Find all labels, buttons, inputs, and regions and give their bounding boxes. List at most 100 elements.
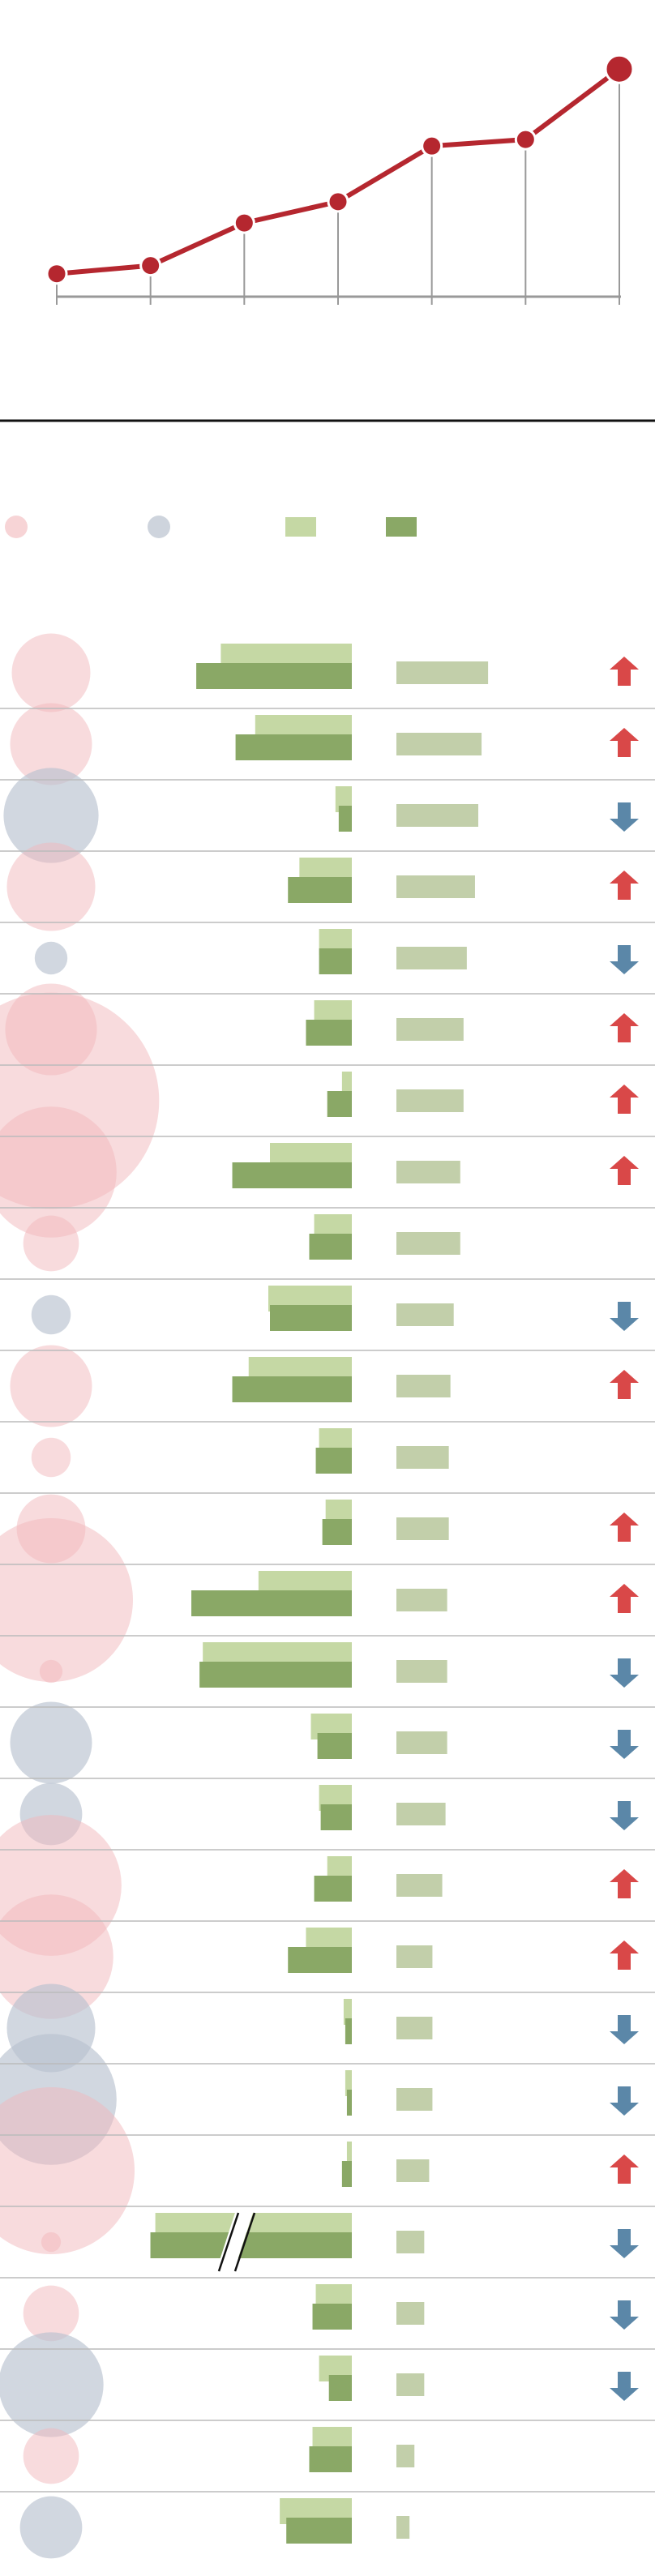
arrow-up: [610, 1370, 639, 1399]
point: [421, 135, 443, 157]
axis-break: [217, 2212, 240, 2272]
arrow-down: [610, 2300, 639, 2330]
bar-right: [396, 1303, 454, 1326]
bar-dark: [306, 1020, 352, 1046]
arrow-up: [610, 871, 639, 900]
arrow-up: [610, 728, 639, 757]
axis-break: [233, 2212, 256, 2272]
bar-right: [396, 1232, 460, 1255]
bar-light: [343, 1999, 352, 2025]
bar-light: [345, 2070, 352, 2096]
bubble: [39, 1659, 63, 1684]
bar-right: [396, 2088, 433, 2111]
bubble: [23, 2285, 79, 2342]
bar-dark: [319, 948, 352, 974]
bubble: [41, 2232, 62, 2253]
bubble: [0, 2332, 104, 2437]
bubble: [10, 1345, 92, 1427]
bubble: [31, 1294, 71, 1335]
bar-right: [396, 1446, 449, 1469]
point: [604, 53, 635, 84]
arrow-up: [610, 1513, 639, 1542]
bubble: [10, 703, 92, 785]
bar-dark: [322, 1519, 352, 1545]
bar-right: [396, 947, 467, 969]
bar-light: [346, 2142, 352, 2167]
arrow-up: [610, 1869, 639, 1898]
legend-swatch: [148, 516, 170, 538]
bar-right: [396, 2159, 430, 2182]
arrow-down: [610, 2372, 639, 2401]
bar-right: [396, 2231, 425, 2253]
legend-swatch: [285, 517, 316, 537]
bar-right: [396, 2373, 425, 2396]
point: [327, 190, 349, 213]
bar-dark: [191, 1590, 352, 1616]
arrow-up: [610, 1085, 639, 1114]
bubble: [23, 1215, 79, 1272]
arrow-up: [610, 1584, 639, 1613]
arrow-up: [610, 1941, 639, 1970]
bar-right: [396, 1589, 447, 1611]
bar-right: [396, 1089, 464, 1112]
point: [139, 255, 162, 277]
bar-right: [396, 804, 478, 827]
bar-right: [396, 733, 482, 755]
bar-right: [396, 1375, 451, 1397]
bar-dark: [317, 1733, 352, 1759]
axis-break: [215, 2210, 255, 2274]
bubble: [0, 1894, 113, 2019]
bar-dark: [235, 734, 352, 760]
bar-right: [396, 1517, 449, 1540]
bar-dark: [312, 2304, 352, 2330]
bar-dark: [341, 2161, 352, 2187]
arrow-down: [610, 1730, 639, 1759]
bar-dark: [288, 877, 352, 903]
bubble: [19, 2496, 83, 2559]
bar-right: [396, 2445, 415, 2467]
bubble: [0, 2087, 135, 2254]
bubble: [3, 768, 99, 863]
bar-dark: [346, 2090, 352, 2116]
bar-right: [396, 1018, 464, 1041]
bubble: [34, 941, 68, 975]
legend-swatch: [5, 516, 28, 538]
bar-right: [396, 2516, 410, 2539]
bar-dark: [338, 806, 352, 832]
bar-dark: [150, 2232, 352, 2258]
bar-dark: [286, 2518, 352, 2544]
bar-right: [396, 2302, 425, 2325]
arrow-down: [610, 1801, 639, 1830]
arrow-up: [610, 1156, 639, 1185]
arrow-down: [610, 1302, 639, 1331]
bar-right: [396, 875, 475, 898]
bar-dark: [315, 1448, 352, 1474]
arrow-down: [610, 2229, 639, 2258]
point: [45, 263, 68, 285]
point: [233, 212, 255, 234]
bubble: [11, 633, 91, 712]
bubble: [23, 2428, 79, 2484]
bar-right: [396, 1874, 443, 1897]
legend-swatch: [386, 517, 417, 537]
bar-right: [396, 1161, 460, 1183]
bar-dark: [328, 2375, 352, 2401]
arrow-down: [610, 2086, 639, 2116]
bubble: [0, 1518, 133, 1682]
bar-right: [396, 2017, 433, 2039]
bubble: [31, 1437, 71, 1478]
bar-right: [396, 1660, 447, 1683]
bar-dark: [309, 1234, 352, 1260]
bar-dark: [196, 663, 352, 689]
bubble: [10, 1701, 92, 1784]
arrow-down: [610, 802, 639, 832]
arrow-up: [610, 2155, 639, 2184]
bar-dark: [320, 1804, 352, 1830]
bar-right: [396, 1945, 433, 1968]
bar-dark: [314, 1876, 352, 1902]
arrow-down: [610, 945, 639, 974]
bar-right: [396, 1731, 447, 1754]
bar-dark: [309, 2446, 352, 2472]
bubble: [0, 1106, 117, 1238]
